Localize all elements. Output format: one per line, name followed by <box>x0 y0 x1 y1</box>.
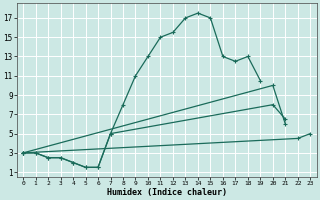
X-axis label: Humidex (Indice chaleur): Humidex (Indice chaleur) <box>107 188 227 197</box>
